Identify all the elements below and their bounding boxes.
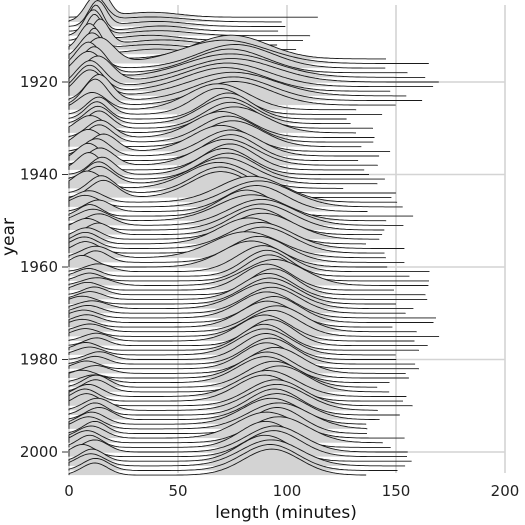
ridge-year-2003 [68,439,406,467]
ridge-year-1960 [68,240,388,268]
ridge-series [68,0,440,476]
ridge-year-1965 [68,263,395,291]
x-tick-label: 0 [64,482,74,500]
y-tick-label: 1960 [20,258,58,276]
y-tick-label: 1980 [20,351,58,369]
ridge-year-2004 [68,444,398,471]
ridge-year-1988 [68,370,407,397]
x-tick-label: 50 [168,482,187,500]
y-axis: 1920 1940 1960 1980 2000 [20,73,68,461]
ridge-year-1981 [68,337,416,365]
x-axis: 0 50 100 150 200 [64,482,519,500]
y-tick-label: 1940 [20,166,58,184]
y-axis-title: year [0,218,19,256]
ridge-year-1948 [68,185,368,212]
x-tick-label: 150 [382,482,411,500]
ridge-year-2005 [68,448,367,476]
ridge-year-1992 [68,388,400,416]
ridge-year-1968 [68,277,396,305]
ridge-year-1998 [68,416,383,444]
ridge-year-1950 [68,194,387,222]
ridge-year-1982 [68,342,420,370]
ridge-year-1984 [68,351,409,379]
ridge-year-1952 [68,203,385,231]
x-axis-title: length (minutes) [215,503,357,523]
ridge-year-1989 [68,374,403,402]
ridge-year-2002 [68,434,412,462]
y-tick-label: 2000 [20,443,58,461]
ridge-year-1997 [68,411,405,439]
ridge-year-1958 [68,231,386,259]
x-tick-label: 100 [273,482,302,500]
ridge-year-1976 [68,314,415,342]
y-tick-label: 1920 [20,73,58,91]
x-tick-label: 200 [491,482,520,500]
ridge-year-1969 [68,282,414,310]
